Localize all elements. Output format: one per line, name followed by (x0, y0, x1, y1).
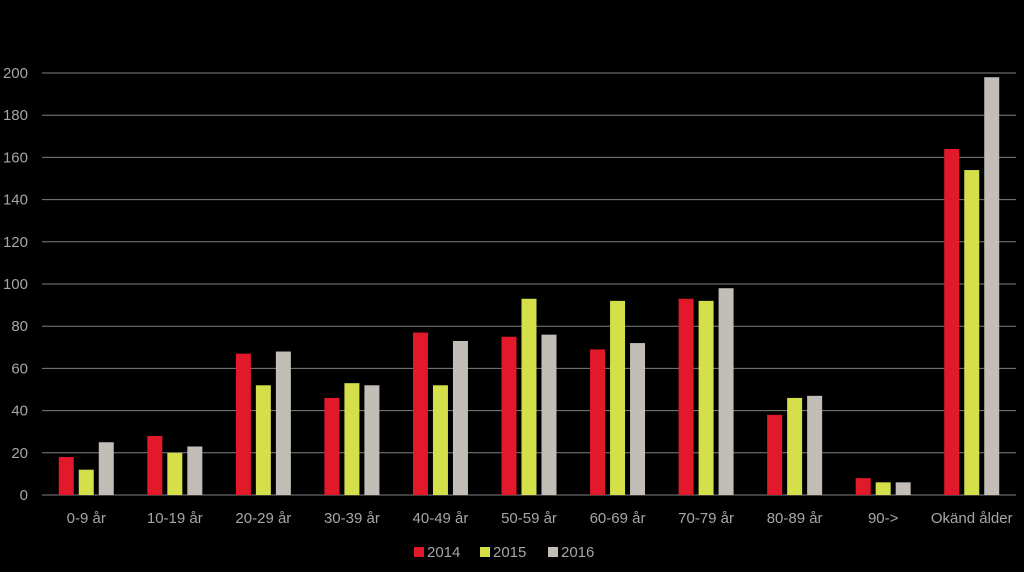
x-tick-label: 20-29 år (235, 510, 291, 527)
bar-2015-3 (344, 383, 360, 495)
bar-2014-0 (58, 457, 74, 495)
bar-2014-8 (767, 414, 783, 495)
bar-2014-2 (235, 353, 251, 495)
bar-2015-7 (698, 300, 714, 495)
y-tick-label: 160 (3, 149, 28, 166)
y-tick-label: 40 (11, 403, 28, 420)
bar-2015-5 (521, 298, 537, 495)
y-tick-label: 0 (20, 487, 28, 504)
legend-swatch-2014 (414, 547, 424, 557)
y-tick-label: 140 (3, 192, 28, 209)
legend-label: 2015 (493, 544, 526, 561)
bar-2015-0 (78, 469, 94, 495)
bars (58, 77, 1000, 495)
bar-2014-7 (678, 298, 694, 495)
y-tick-label: 180 (3, 107, 28, 124)
bar-2015-6 (610, 300, 626, 495)
bar-2015-1 (167, 452, 183, 495)
x-tick-label: 60-69 år (590, 510, 646, 527)
bar-2016-8 (807, 395, 823, 495)
x-tick-label: 0-9 år (67, 510, 106, 527)
bar-2016-2 (275, 351, 291, 495)
bar-2015-2 (255, 385, 271, 495)
y-tick-label: 120 (3, 234, 28, 251)
bar-2014-3 (324, 397, 340, 495)
y-tick-label: 20 (11, 445, 28, 462)
bar-2014-5 (501, 336, 517, 495)
x-tick-label: 40-49 år (413, 510, 469, 527)
x-tick-label: 30-39 år (324, 510, 380, 527)
bar-2016-0 (98, 442, 114, 495)
y-tick-label: 80 (11, 318, 28, 335)
bar-2016-3 (364, 385, 380, 495)
bar-2016-7 (718, 288, 734, 495)
bar-2016-9 (895, 482, 911, 495)
bar-2016-4 (452, 340, 468, 495)
bar-2015-4 (432, 385, 448, 495)
x-tick-label: 10-19 år (147, 510, 203, 527)
legend-label: 2014 (427, 544, 460, 561)
legend-label: 2016 (561, 544, 594, 561)
x-tick-label: Okänd ålder (931, 510, 1013, 527)
x-tick-label: 80-89 år (767, 510, 823, 527)
y-tick-label: 200 (3, 65, 28, 82)
bar-2016-5 (541, 334, 557, 495)
x-tick-label: 90-> (868, 510, 899, 527)
bar-2016-1 (187, 446, 203, 495)
x-axis-tick-labels: 0-9 år 10-19 år 20-29 år 30-39 år 40-49 år 50… (67, 510, 1013, 527)
bar-2015-10 (964, 170, 980, 495)
y-tick-label: 60 (11, 360, 28, 377)
bar-2014-1 (147, 435, 163, 495)
y-axis-tick-labels: 0 20 40 60 80 100 120 140 160 180 200 (3, 65, 28, 504)
x-tick-label: 70-79 år (678, 510, 734, 527)
bar-2015-8 (787, 397, 803, 495)
bar-2014-4 (412, 332, 428, 495)
x-tick-label: 50-59 år (501, 510, 557, 527)
legend-swatch-2016 (548, 547, 558, 557)
y-tick-label: 100 (3, 276, 28, 293)
bar-2014-9 (855, 478, 871, 495)
bar-2016-6 (630, 343, 646, 495)
bar-2014-6 (590, 349, 606, 495)
bar-2016-10 (984, 77, 1000, 495)
legend: 2014 2015 2016 (414, 544, 594, 561)
bar-2014-10 (944, 148, 960, 495)
bar-2015-9 (875, 482, 891, 495)
legend-swatch-2015 (480, 547, 490, 557)
